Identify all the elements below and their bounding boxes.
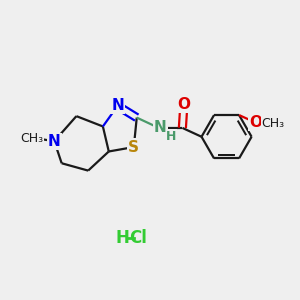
Text: N: N xyxy=(111,98,124,113)
Text: CH₃: CH₃ xyxy=(21,132,44,145)
Text: H: H xyxy=(115,229,129,247)
Text: S: S xyxy=(128,140,139,154)
Text: N: N xyxy=(48,134,61,149)
Text: O: O xyxy=(249,115,262,130)
Text: N: N xyxy=(154,120,167,135)
Text: H: H xyxy=(166,130,176,143)
Text: Cl: Cl xyxy=(129,229,147,247)
Text: O: O xyxy=(177,97,190,112)
Text: CH₃: CH₃ xyxy=(261,117,284,130)
